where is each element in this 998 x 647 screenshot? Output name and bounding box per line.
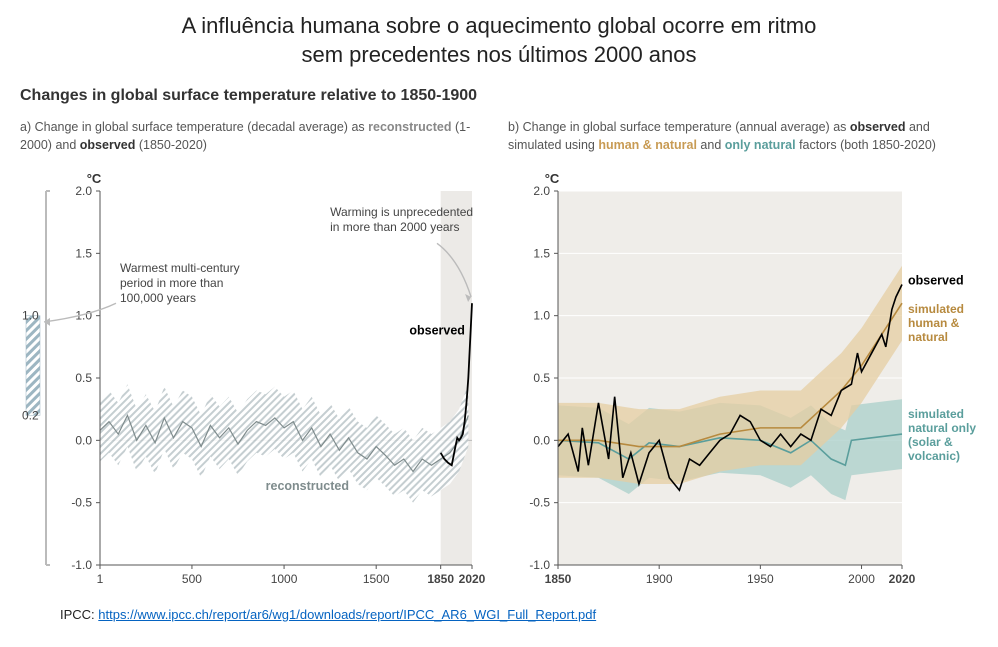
svg-text:1850: 1850 — [427, 572, 454, 586]
svg-text:-0.5: -0.5 — [71, 496, 92, 510]
svg-text:2020: 2020 — [889, 572, 916, 586]
svg-text:1.5: 1.5 — [75, 247, 92, 261]
subtitle: Changes in global surface temperature re… — [20, 87, 978, 105]
svg-text:Warming is unprecedented: Warming is unprecedented — [330, 205, 473, 219]
svg-text:natural only: natural only — [908, 421, 976, 435]
source-line: IPCC: https://www.ipcc.ch/report/ar6/wg1… — [20, 607, 978, 622]
svg-text:100,000 years: 100,000 years — [120, 291, 196, 305]
chart-a: 1.00.2-1.0-0.50.00.51.01.52.0°C150010001… — [20, 165, 490, 595]
svg-text:volcanic): volcanic) — [908, 449, 960, 463]
svg-text:1000: 1000 — [271, 572, 298, 586]
svg-text:0.0: 0.0 — [75, 434, 92, 448]
svg-text:simulated: simulated — [908, 302, 964, 316]
svg-text:simulated: simulated — [908, 407, 964, 421]
svg-text:1: 1 — [97, 572, 104, 586]
svg-text:2000: 2000 — [848, 572, 875, 586]
svg-text:reconstructed: reconstructed — [266, 479, 349, 493]
svg-text:0.0: 0.0 — [533, 434, 550, 448]
svg-text:2.0: 2.0 — [533, 184, 550, 198]
svg-text:0.5: 0.5 — [533, 371, 550, 385]
svg-text:1850: 1850 — [545, 572, 572, 586]
svg-text:0.2: 0.2 — [22, 409, 39, 423]
svg-text:1.0: 1.0 — [533, 309, 550, 323]
svg-text:0.5: 0.5 — [75, 371, 92, 385]
svg-text:-0.5: -0.5 — [529, 496, 550, 510]
svg-text:1.0: 1.0 — [22, 309, 39, 323]
source-link[interactable]: https://www.ipcc.ch/report/ar6/wg1/downl… — [98, 607, 596, 622]
panel-b-caption: b) Change in global surface temperature … — [508, 119, 978, 155]
svg-text:(solar &: (solar & — [908, 435, 953, 449]
chart-b: -1.0 -0.5 0.0 0.5 1.0 1.5 2.0°C 1850 1900 1950 200… — [508, 165, 978, 595]
svg-text:2.0: 2.0 — [75, 184, 92, 198]
panel-a-caption: a) Change in global surface temperature … — [20, 119, 490, 155]
svg-text:observed: observed — [409, 324, 465, 338]
svg-text:1500: 1500 — [363, 572, 390, 586]
svg-text:natural: natural — [908, 330, 948, 344]
panel-b: b) Change in global surface temperature … — [508, 119, 978, 595]
svg-text:Warmest multi-century: Warmest multi-century — [120, 261, 240, 275]
svg-text:°C: °C — [545, 171, 560, 186]
svg-text:in more than 2000 years: in more than 2000 years — [330, 220, 459, 234]
svg-text:°C: °C — [87, 171, 102, 186]
svg-text:-1.0: -1.0 — [71, 558, 92, 572]
svg-text:2020: 2020 — [459, 572, 486, 586]
svg-text:1.5: 1.5 — [533, 247, 550, 261]
svg-text:period in more than: period in more than — [120, 276, 223, 290]
svg-text:-1.0: -1.0 — [529, 558, 550, 572]
svg-text:human &: human & — [908, 316, 960, 330]
page-title: A influência humana sobre o aquecimento … — [20, 12, 978, 69]
svg-text:observed: observed — [908, 274, 964, 288]
svg-text:1900: 1900 — [646, 572, 673, 586]
panel-a: a) Change in global surface temperature … — [20, 119, 490, 595]
svg-text:500: 500 — [182, 572, 202, 586]
svg-text:1950: 1950 — [747, 572, 774, 586]
